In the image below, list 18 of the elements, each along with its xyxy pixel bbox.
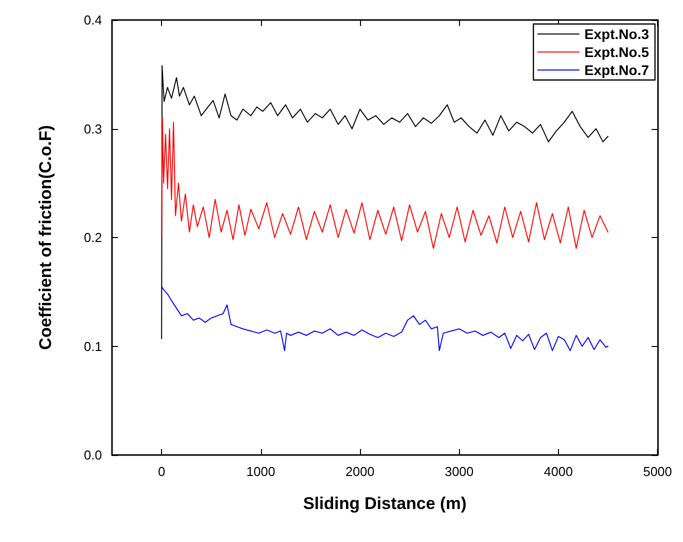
x-tick-label: 1000 <box>246 464 276 479</box>
x-tick-label: 3000 <box>444 464 474 479</box>
y-axis-title: Coefficient of friction(C.o.F) <box>36 125 55 350</box>
x-tick-label: 5000 <box>643 464 672 479</box>
x-tick-label: 0 <box>158 464 166 479</box>
line-series <box>161 117 608 249</box>
x-axis-title: Sliding Distance (m) <box>303 494 466 513</box>
x-tick-label: 4000 <box>544 464 573 479</box>
legend-label: Expt.No.7 <box>584 62 650 78</box>
legend-label: Expt.No.3 <box>584 26 650 42</box>
line-series <box>161 286 608 352</box>
legend-label: Expt.No.5 <box>584 44 650 60</box>
y-tick-label: 0.0 <box>84 448 102 462</box>
y-tick-label: 0.4 <box>84 12 102 28</box>
y-tick-label: 0.1 <box>84 338 102 354</box>
y-tick-label: 0.3 <box>84 121 102 136</box>
y-tick-label: 0.2 <box>84 230 102 245</box>
x-tick-label: 2000 <box>346 464 374 479</box>
